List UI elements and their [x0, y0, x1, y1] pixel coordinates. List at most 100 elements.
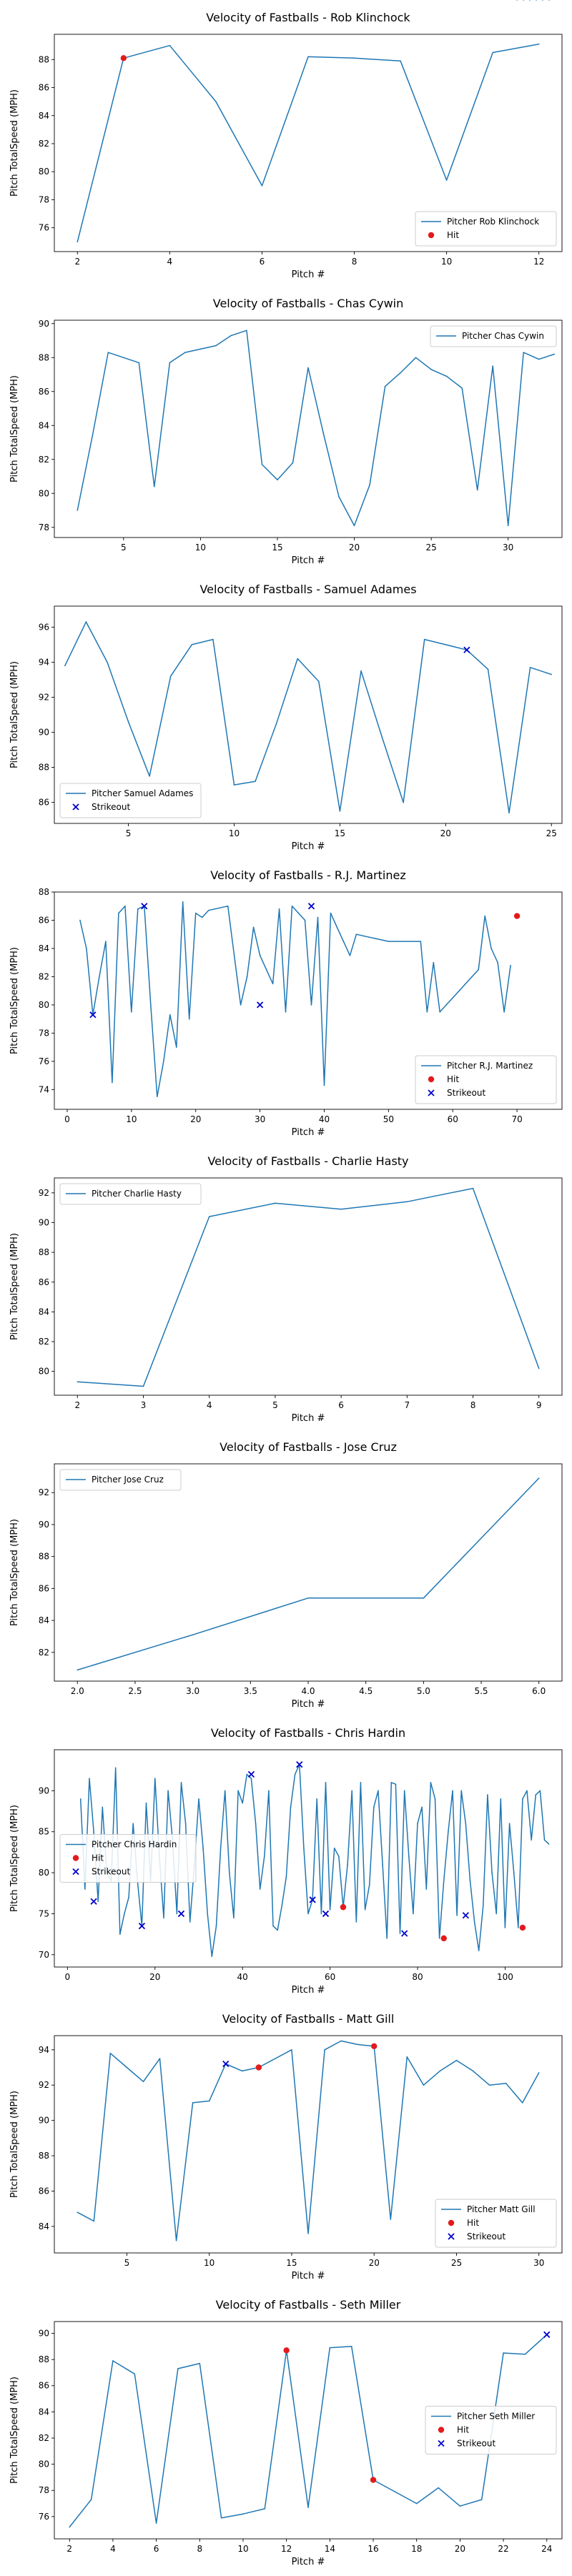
- series-data-point: [487, 668, 489, 670]
- series-data-point: [281, 1905, 283, 1906]
- chart-title: Velocity of Fastballs - Chris Hardin: [211, 1726, 405, 1740]
- series-data-point: [169, 675, 172, 677]
- series-data-point: [324, 2049, 325, 2051]
- series-data-point: [503, 2352, 504, 2354]
- hit-marker: [255, 2064, 262, 2071]
- legend-label: Pitcher R.J. Martinez: [447, 1061, 533, 1071]
- series-data-point: [415, 357, 417, 359]
- series-data-point: [145, 1802, 147, 1804]
- series-data-point: [77, 241, 79, 243]
- x-tick-label: 25: [425, 543, 436, 553]
- y-tick-label: 86: [39, 798, 49, 808]
- legend-hit-swatch: [448, 2219, 455, 2226]
- x-tick-label: 25: [546, 828, 557, 838]
- series-data-point: [211, 1956, 213, 1957]
- chart-panel-8: Velocity of Fastballs - Matt Gill 5 10 15 20…: [9, 2012, 563, 2282]
- y-tick-label: 82: [39, 971, 49, 981]
- y-tick-label: 76: [39, 2512, 49, 2522]
- plot-area-frame: [54, 1177, 563, 1396]
- series-data-point: [86, 948, 87, 949]
- y-tick-label: 80: [39, 488, 49, 498]
- legend-box: [59, 1469, 182, 1491]
- y-tick-label: 92: [39, 1188, 49, 1198]
- series-data-point: [182, 901, 184, 903]
- y-tick-label: 88: [39, 352, 49, 362]
- series-data-point: [423, 2084, 425, 2086]
- series-data-point: [340, 1208, 342, 1210]
- series-data-point: [227, 905, 229, 907]
- x-axis-label: Pitch #: [292, 1127, 325, 1138]
- y-tick-label: 82: [39, 455, 49, 465]
- series-data-point: [522, 1798, 523, 1800]
- y-tick-label: 90: [39, 728, 49, 738]
- y-tick-label: 84: [39, 943, 49, 953]
- series-data-point: [465, 983, 466, 985]
- series-data-point: [400, 372, 401, 374]
- series-data-point: [487, 1794, 488, 1795]
- series-data-point: [167, 1790, 169, 1792]
- y-tick-label: 84: [39, 420, 49, 430]
- series-data-point: [194, 912, 197, 914]
- series-data-point: [132, 1823, 134, 1825]
- y-tick-label: 84: [39, 111, 49, 121]
- series-data-point: [497, 961, 498, 963]
- y-tick-label: 90: [39, 2116, 49, 2126]
- series-data-point: [390, 1782, 393, 1783]
- series-data-point: [516, 0, 518, 1]
- y-tick-label: 86: [39, 1277, 49, 1287]
- plot-area-frame: [54, 891, 563, 1110]
- series-data-point: [445, 644, 447, 645]
- series-data-point: [207, 909, 209, 911]
- plot-area-frame: [54, 1463, 563, 1682]
- legend-box: [430, 325, 557, 347]
- y-tick-label: 88: [39, 1552, 49, 1562]
- series-data-point: [508, 812, 510, 814]
- chart-title: Velocity of Fastballs - Charlie Hasty: [207, 1154, 408, 1168]
- series-data-point: [323, 1084, 325, 1086]
- y-tick-label: 84: [39, 2407, 49, 2417]
- series-data-point: [241, 2070, 243, 2072]
- series-data-point: [399, 1933, 401, 1934]
- series-data-point: [542, 0, 543, 1]
- x-tick-label: 80: [412, 1972, 423, 1982]
- series-data-point: [548, 1843, 550, 1845]
- series-data-point: [77, 2211, 79, 2213]
- y-tick-label: 82: [39, 139, 49, 149]
- strikeout-marker: [543, 2331, 551, 2338]
- series-data-point: [406, 1201, 408, 1203]
- series-data-point: [538, 2072, 540, 2074]
- legend: Pitcher R.J. Martinez Hit Strikeout: [415, 1055, 557, 1104]
- legend-box: [415, 1055, 557, 1104]
- strikeout-marker: [90, 1898, 97, 1905]
- series-data-point: [307, 1597, 309, 1599]
- y-tick-label: 75: [39, 1908, 49, 1918]
- series-data-point: [538, 1367, 540, 1369]
- series-data-point: [480, 2499, 483, 2500]
- series-data-point: [246, 976, 248, 978]
- series-data-point: [230, 335, 232, 337]
- series-data-point: [191, 644, 193, 645]
- series-data-point: [220, 906, 222, 908]
- series-data-point: [259, 1888, 261, 1890]
- series-data-point: [77, 510, 79, 511]
- series-data-point: [368, 1884, 370, 1886]
- series-data-point: [127, 721, 129, 723]
- series-data-point: [124, 905, 126, 907]
- x-tick-label: 40: [319, 1114, 330, 1124]
- series-data-point: [134, 2373, 136, 2375]
- series-data-point: [207, 1913, 209, 1915]
- hit-marker: [519, 1924, 526, 1931]
- series-data-point: [488, 2084, 490, 2086]
- series-data-point: [149, 776, 150, 777]
- x-tick-label: 24: [541, 2544, 552, 2554]
- y-tick-label: 74: [39, 1084, 49, 1094]
- series-data-point: [430, 1782, 432, 1783]
- legend-strikeout-swatch: [438, 2439, 445, 2447]
- series-data-point: [452, 997, 454, 999]
- chart-panel-7: Velocity of Fastballs - Chris Hardin 0 20 4…: [9, 1726, 563, 1996]
- series-data-point: [445, 375, 448, 377]
- series-data-point: [329, 2347, 331, 2349]
- series-data-point: [413, 1913, 414, 1915]
